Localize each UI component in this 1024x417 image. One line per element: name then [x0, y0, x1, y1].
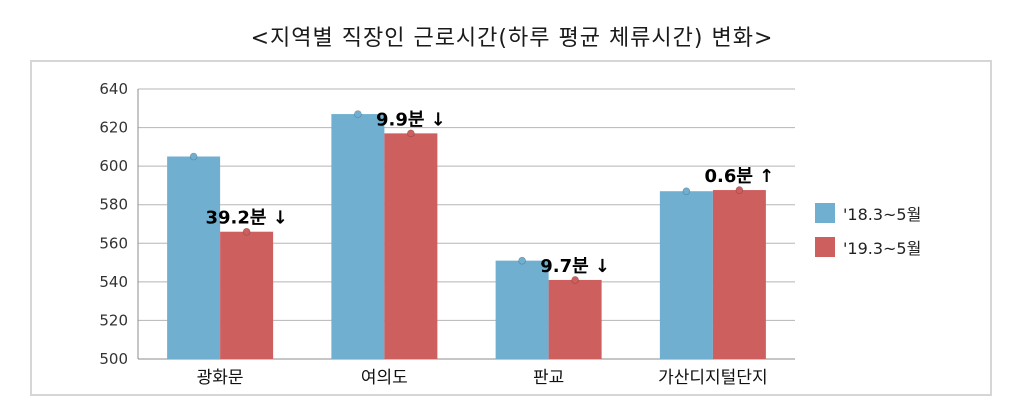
bar: [548, 279, 602, 359]
legend-item-2019: '19.3~5월: [815, 234, 921, 260]
bar-marker: [189, 152, 198, 161]
legend-swatch-2018: [815, 203, 835, 223]
legend: '18.3~5월 '19.3~5월: [815, 200, 921, 268]
x-tick-label: 여의도: [361, 368, 408, 388]
bar: [384, 133, 438, 359]
y-tick-label: 620: [99, 119, 128, 137]
x-tick-label: 광화문: [197, 368, 244, 388]
y-tick-label: 540: [99, 273, 128, 291]
bar: [331, 114, 385, 359]
y-tick-label: 560: [99, 234, 128, 252]
bar: [167, 156, 221, 359]
bar-marker: [518, 256, 526, 265]
y-tick-label: 500: [99, 350, 128, 368]
legend-item-2018: '18.3~5월: [815, 200, 921, 226]
x-tick-label: 가산디지털단지: [658, 368, 767, 388]
y-tick-label: 640: [99, 80, 128, 98]
bar-marker: [735, 186, 744, 194]
chart-title: <지역별 직장인 근로시간(하루 평균 체류시간) 변화>: [250, 26, 774, 51]
bar: [495, 260, 549, 359]
legend-label-2018: '18.3~5월: [843, 205, 922, 224]
legend-swatch-2019: [815, 237, 835, 257]
x-tick-label: 판교: [533, 368, 564, 388]
bar-marker: [571, 276, 579, 284]
bar-marker: [682, 187, 691, 196]
bar: [220, 231, 274, 359]
bar: [712, 190, 766, 359]
legend-label-2019: '19.3~5월: [843, 239, 922, 258]
change-annotation: 9.9분 ↓: [376, 109, 446, 130]
y-tick-label: 520: [99, 311, 128, 329]
y-tick-label: 580: [99, 196, 128, 214]
y-tick-label: 600: [99, 157, 128, 175]
bar-marker: [242, 227, 251, 236]
bar: [659, 191, 713, 359]
change-annotation: 9.7분 ↓: [540, 256, 610, 277]
change-annotation: 39.2분 ↓: [205, 208, 287, 229]
change-annotation: 0.6분 ↑: [704, 166, 774, 187]
bar-marker: [407, 129, 415, 138]
bar-marker: [354, 110, 362, 118]
